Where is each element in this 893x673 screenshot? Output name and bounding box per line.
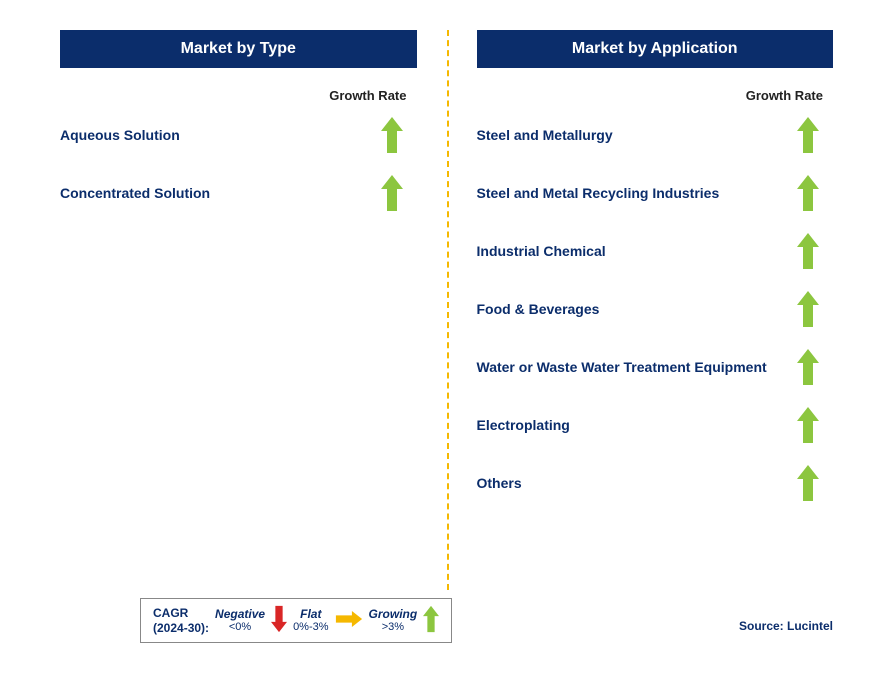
chart-container: Market by Type Growth Rate Aqueous Solut… <box>40 30 853 590</box>
segment-label: Food & Beverages <box>477 300 784 318</box>
left-column: Market by Type Growth Rate Aqueous Solut… <box>40 30 447 590</box>
vertical-divider <box>447 30 449 590</box>
growth-arrow-icon <box>783 291 833 327</box>
segment-row: Industrial Chemical <box>477 231 834 271</box>
legend-flat-label: Flat <box>300 608 321 621</box>
left-rows: Aqueous Solution Concentrated Solution <box>60 115 417 213</box>
legend-title: CAGR (2024-30): <box>153 606 209 635</box>
right-rows: Steel and Metallurgy Steel and Metal Rec… <box>477 115 834 503</box>
segment-label: Water or Waste Water Treatment Equipment <box>477 358 784 376</box>
segment-label: Concentrated Solution <box>60 184 367 202</box>
growth-rate-header-right: Growth Rate <box>477 88 834 103</box>
legend-growing: Growing >3% <box>369 608 418 633</box>
legend-flat: Flat 0%-3% <box>293 608 328 633</box>
legend-negative: Negative <0% <box>215 608 265 633</box>
source-label: Source: Lucintel <box>739 619 833 633</box>
arrow-up-icon <box>423 605 439 636</box>
legend-title-line1: CAGR <box>153 606 188 620</box>
segment-label: Industrial Chemical <box>477 242 784 260</box>
right-column: Market by Application Growth Rate Steel … <box>447 30 854 590</box>
segment-row: Food & Beverages <box>477 289 834 329</box>
legend-growing-label: Growing <box>369 608 418 621</box>
growth-arrow-icon <box>783 117 833 153</box>
segment-row: Aqueous Solution <box>60 115 417 155</box>
segment-label: Steel and Metal Recycling Industries <box>477 184 784 202</box>
legend-title-line2: (2024-30): <box>153 621 209 635</box>
legend: CAGR (2024-30): Negative <0% Flat 0%-3% … <box>140 598 452 643</box>
arrow-right-icon <box>335 611 363 630</box>
growth-arrow-icon <box>783 175 833 211</box>
growth-arrow-icon <box>783 349 833 385</box>
legend-growing-range: >3% <box>382 621 404 633</box>
arrow-down-icon <box>271 605 287 636</box>
growth-arrow-icon <box>367 175 417 211</box>
segment-row: Concentrated Solution <box>60 173 417 213</box>
segment-label: Aqueous Solution <box>60 126 367 144</box>
segment-label: Others <box>477 474 784 492</box>
legend-negative-label: Negative <box>215 608 265 621</box>
segment-label: Steel and Metallurgy <box>477 126 784 144</box>
legend-negative-range: <0% <box>229 621 251 633</box>
growth-arrow-icon <box>783 465 833 501</box>
segment-row: Steel and Metallurgy <box>477 115 834 155</box>
legend-flat-range: 0%-3% <box>293 621 328 633</box>
right-header: Market by Application <box>477 30 834 68</box>
segment-label: Electroplating <box>477 416 784 434</box>
left-header: Market by Type <box>60 30 417 68</box>
growth-arrow-icon <box>783 407 833 443</box>
segment-row: Steel and Metal Recycling Industries <box>477 173 834 213</box>
segment-row: Water or Waste Water Treatment Equipment <box>477 347 834 387</box>
segment-row: Others <box>477 463 834 503</box>
growth-arrow-icon <box>783 233 833 269</box>
growth-arrow-icon <box>367 117 417 153</box>
segment-row: Electroplating <box>477 405 834 445</box>
growth-rate-header-left: Growth Rate <box>60 88 417 103</box>
